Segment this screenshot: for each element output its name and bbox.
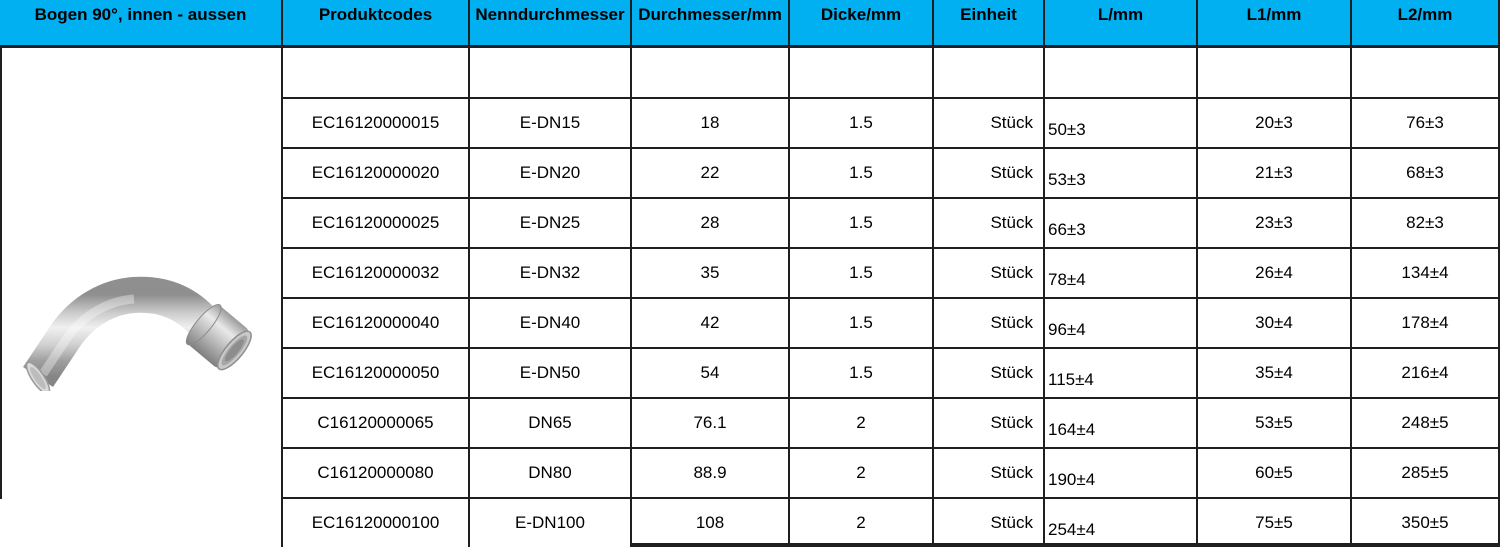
table-cell: 18 (632, 99, 790, 149)
column-header-durchmesser: Durchmesser/mm (632, 0, 790, 48)
spacer-cell (1045, 48, 1198, 99)
table-cell: 216±4 (1352, 349, 1500, 399)
table-cell: Stück (934, 99, 1045, 149)
table-cell: Stück (934, 449, 1045, 499)
table-cell: 1.5 (790, 149, 934, 199)
table-cell: 28 (632, 199, 790, 249)
table-cell: 20±3 (1198, 99, 1352, 149)
spacer-cell (283, 48, 470, 99)
table-cell: 50±3 (1045, 99, 1198, 149)
table-cell: 1.5 (790, 99, 934, 149)
table-cell: Stück (934, 399, 1045, 449)
table-cell: EC16120000050 (283, 349, 470, 399)
table-cell: EC16120000025 (283, 199, 470, 249)
spacer-cell (790, 48, 934, 99)
spacer-cell (1352, 48, 1500, 99)
table-cell: 2 (790, 399, 934, 449)
table-cell: 1.5 (790, 299, 934, 349)
table-cell: Stück (934, 499, 1045, 547)
table-bottom-border-partial (632, 543, 1500, 547)
table-cell: 53±5 (1198, 399, 1352, 449)
table-cell: 35±4 (1198, 349, 1352, 399)
table-cell: Stück (934, 299, 1045, 349)
table-cell: Stück (934, 349, 1045, 399)
table-cell: 350±5 (1352, 499, 1500, 547)
table-cell: 60±5 (1198, 449, 1352, 499)
table-cell: 26±4 (1198, 249, 1352, 299)
table-cell: DN65 (470, 399, 632, 449)
table-cell: 42 (632, 299, 790, 349)
table-cell: 190±4 (1045, 449, 1198, 499)
column-header-produktcodes: Produktcodes (283, 0, 470, 48)
table-cell: 96±4 (1045, 299, 1198, 349)
product-image-cell-bottom (0, 499, 283, 547)
table-cell: EC16120000040 (283, 299, 470, 349)
table-cell: E-DN32 (470, 249, 632, 299)
table-cell: E-DN40 (470, 299, 632, 349)
table-cell: 54 (632, 349, 790, 399)
table-cell: C16120000080 (283, 449, 470, 499)
table-cell: 1.5 (790, 199, 934, 249)
product-image-cell (0, 48, 283, 499)
table-cell: 134±4 (1352, 249, 1500, 299)
table-cell: 1.5 (790, 349, 934, 399)
table-cell: C16120000065 (283, 399, 470, 449)
table-cell: Stück (934, 249, 1045, 299)
table-cell: 285±5 (1352, 449, 1500, 499)
table-cell: 178±4 (1352, 299, 1500, 349)
column-header-l2: L2/mm (1352, 0, 1500, 48)
table-cell: 66±3 (1045, 199, 1198, 249)
table-cell: EC16120000032 (283, 249, 470, 299)
table-cell: EC16120000015 (283, 99, 470, 149)
spacer-cell (1198, 48, 1352, 99)
table-cell: 88.9 (632, 449, 790, 499)
spacer-cell (632, 48, 790, 99)
table-cell: 75±5 (1198, 499, 1352, 547)
table-cell: 2 (790, 449, 934, 499)
table-cell: 21±3 (1198, 149, 1352, 199)
table-cell: E-DN50 (470, 349, 632, 399)
column-header-l1: L1/mm (1198, 0, 1352, 48)
table-cell: E-DN15 (470, 99, 632, 149)
table-cell: 22 (632, 149, 790, 199)
table-cell: 35 (632, 249, 790, 299)
table-cell: 68±3 (1352, 149, 1500, 199)
table-cell: 108 (632, 499, 790, 547)
column-header-nenndurchmesser: Nenndurchmesser (470, 0, 632, 48)
table-cell: 23±3 (1198, 199, 1352, 249)
table-cell: DN80 (470, 449, 632, 499)
table-cell: 115±4 (1045, 349, 1198, 399)
table-cell: EC16120000100 (283, 499, 470, 547)
table-cell: E-DN100 (470, 499, 632, 547)
table-cell: 78±4 (1045, 249, 1198, 299)
table-cell: E-DN25 (470, 199, 632, 249)
elbow-90-press-fitting-photo (22, 276, 252, 391)
table-cell: 82±3 (1352, 199, 1500, 249)
table-cell: 53±3 (1045, 149, 1198, 199)
column-header-dicke: Dicke/mm (790, 0, 934, 48)
spacer-cell (934, 48, 1045, 99)
table-cell: 2 (790, 499, 934, 547)
table-cell: 30±4 (1198, 299, 1352, 349)
table-cell: 254±4 (1045, 499, 1198, 547)
column-header-einheit: Einheit (934, 0, 1045, 48)
column-header-title: Bogen 90°, innen - aussen (0, 0, 283, 48)
column-header-l: L/mm (1045, 0, 1198, 48)
table-cell: 164±4 (1045, 399, 1198, 449)
table-cell: 248±5 (1352, 399, 1500, 449)
table-cell: Stück (934, 149, 1045, 199)
table-cell: 76±3 (1352, 99, 1500, 149)
table-cell: E-DN20 (470, 149, 632, 199)
table-cell: 1.5 (790, 249, 934, 299)
table-cell: Stück (934, 199, 1045, 249)
spacer-cell (470, 48, 632, 99)
table-cell: EC16120000020 (283, 149, 470, 199)
table-cell: 76.1 (632, 399, 790, 449)
